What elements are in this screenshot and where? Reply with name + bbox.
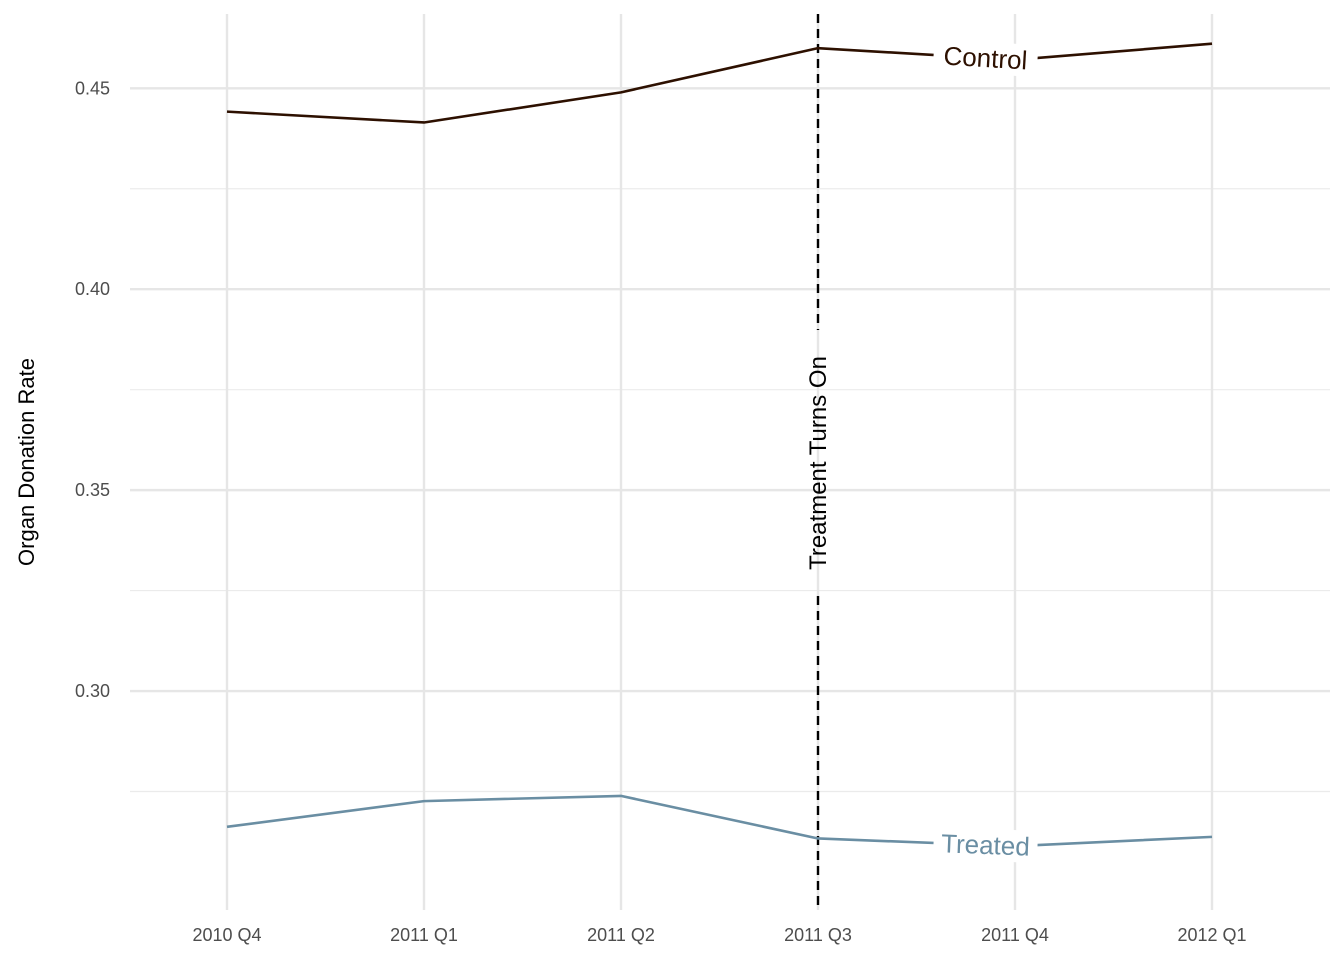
- label-background: [932, 826, 1039, 863]
- y-axis-title: Organ Donation Rate: [14, 358, 39, 566]
- x-tick-label: 2011 Q4: [981, 925, 1049, 945]
- x-tick-label: 2011 Q2: [587, 925, 655, 945]
- series-group: [226, 42, 1213, 848]
- x-tick-label: 2012 Q1: [1177, 925, 1246, 945]
- x-axis-ticks: 2010 Q4 2011 Q1 2011 Q2 2011 Q3 2011 Q4 2012 …: [192, 925, 1246, 945]
- x-tick-label: 2011 Q1: [390, 925, 458, 945]
- series-label-control: Control: [943, 41, 1028, 76]
- x-tick-label: 2011 Q3: [784, 925, 852, 945]
- y-axis-ticks: 0.30 0.35 0.40 0.45: [75, 78, 110, 701]
- series-line-treated: [226, 794, 1213, 848]
- grid: [130, 14, 1330, 910]
- y-tick-label: 0.40: [75, 279, 110, 299]
- y-tick-label: 0.30: [75, 681, 110, 701]
- y-tick-label: 0.35: [75, 480, 110, 500]
- y-tick-label: 0.45: [75, 78, 110, 98]
- series-line-control: [226, 42, 1213, 124]
- treatment-line-group: Treatment Turns On: [805, 14, 832, 910]
- series-labels: Control Treated: [932, 39, 1039, 863]
- label-background: [932, 39, 1039, 78]
- treatment-annotation: Treatment Turns On: [805, 356, 832, 570]
- series-label-treated: Treated: [941, 828, 1031, 861]
- x-tick-label: 2010 Q4: [192, 925, 261, 945]
